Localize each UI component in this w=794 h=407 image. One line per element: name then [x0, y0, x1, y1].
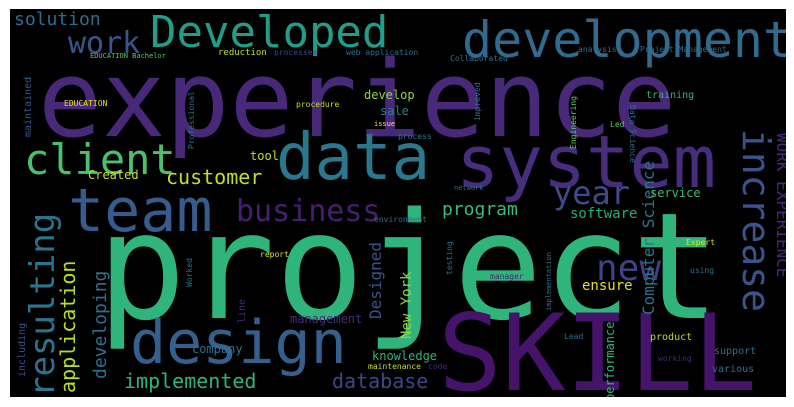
- word-skill: SKILL: [438, 292, 758, 398]
- word-designed: Designed: [366, 241, 385, 319]
- word-maintained: maintained: [23, 76, 34, 137]
- word-year: year: [553, 174, 631, 212]
- word-customer: customer: [166, 165, 263, 189]
- word-professional: Professional: [187, 91, 196, 149]
- word-new-york: New York: [399, 271, 415, 339]
- word-improved: improved: [473, 82, 482, 121]
- word-engineering: Engineering: [569, 96, 578, 149]
- word-maintenance: maintenance: [368, 362, 421, 371]
- word-ensure: ensure: [582, 278, 633, 294]
- word-business: business: [236, 194, 381, 229]
- word-code: code: [428, 362, 448, 371]
- word-performance: performance: [603, 321, 617, 397]
- word-database: database: [332, 369, 429, 393]
- word-process: process: [398, 132, 432, 141]
- word-application: application: [56, 260, 80, 393]
- word-issue: issue: [374, 120, 396, 128]
- word-resulting: resulting: [23, 212, 63, 397]
- word-collaborated: Collaborated: [450, 54, 508, 63]
- word-system: system: [456, 120, 717, 204]
- word-new: new: [596, 248, 662, 289]
- word-develop: develop: [364, 88, 415, 102]
- word-product: product: [650, 332, 693, 343]
- word-reduction: reduction: [218, 48, 267, 58]
- word-worked: Worked: [185, 258, 194, 287]
- word-team: team: [68, 176, 213, 246]
- word-company: company: [192, 342, 243, 356]
- word-implemented: implemented: [124, 369, 257, 393]
- word-created: Created: [88, 168, 139, 182]
- word-led: Led: [610, 120, 625, 129]
- word-using: using: [690, 266, 715, 275]
- word-including: including: [17, 322, 28, 377]
- word-various: various: [712, 364, 755, 375]
- word-implementation: implementation: [545, 251, 553, 311]
- word-computer-science: Computer Science: [639, 160, 658, 315]
- word-development: development: [462, 11, 786, 69]
- word-working: working: [658, 354, 692, 363]
- word-data-science: Data Science: [628, 105, 637, 163]
- word-work: work: [68, 26, 141, 61]
- word-developed: Developed: [150, 9, 389, 58]
- word-client: client: [24, 135, 176, 184]
- word-education: EDUCATION: [64, 99, 108, 108]
- word-analysis: analysis: [578, 45, 617, 54]
- word-procedure: procedure: [296, 100, 340, 109]
- word-support: support: [714, 346, 757, 357]
- word-data: data: [276, 121, 431, 195]
- word-expert: Expert: [686, 238, 715, 247]
- word-manager: manager: [490, 272, 524, 281]
- word-tool: tool: [250, 149, 279, 163]
- word-environment: environment: [374, 215, 427, 224]
- word-software: software: [570, 206, 638, 222]
- word-cloud: project experience SKILL data system tea…: [10, 9, 786, 397]
- word-lead: Lead: [564, 332, 584, 341]
- word-testing: testing: [445, 241, 454, 275]
- word-education-bachelor: EDUCATION Bachelor: [90, 52, 166, 60]
- word-knowledge: knowledge: [372, 349, 438, 363]
- word-processes: processes: [274, 48, 318, 57]
- word-line: line: [237, 298, 248, 323]
- word-design: design: [130, 308, 347, 378]
- word-program: program: [442, 199, 518, 220]
- word-project-management: Project Management: [640, 45, 727, 54]
- word-increase: increase: [734, 129, 778, 313]
- word-web-application: web application: [346, 48, 419, 57]
- word-management: management: [290, 312, 363, 326]
- word-training: training: [646, 90, 695, 101]
- word-service: service: [650, 186, 701, 200]
- word-network: network: [454, 184, 484, 192]
- word-developing: developing: [90, 270, 111, 379]
- word-experience: experience: [38, 38, 677, 161]
- word-solution: solution: [14, 9, 101, 30]
- word-work-experience: WORK EXPERIENCE: [773, 133, 786, 278]
- word-sale: sale: [380, 104, 409, 118]
- word-report: report: [260, 250, 289, 259]
- word-project: project: [97, 181, 721, 353]
